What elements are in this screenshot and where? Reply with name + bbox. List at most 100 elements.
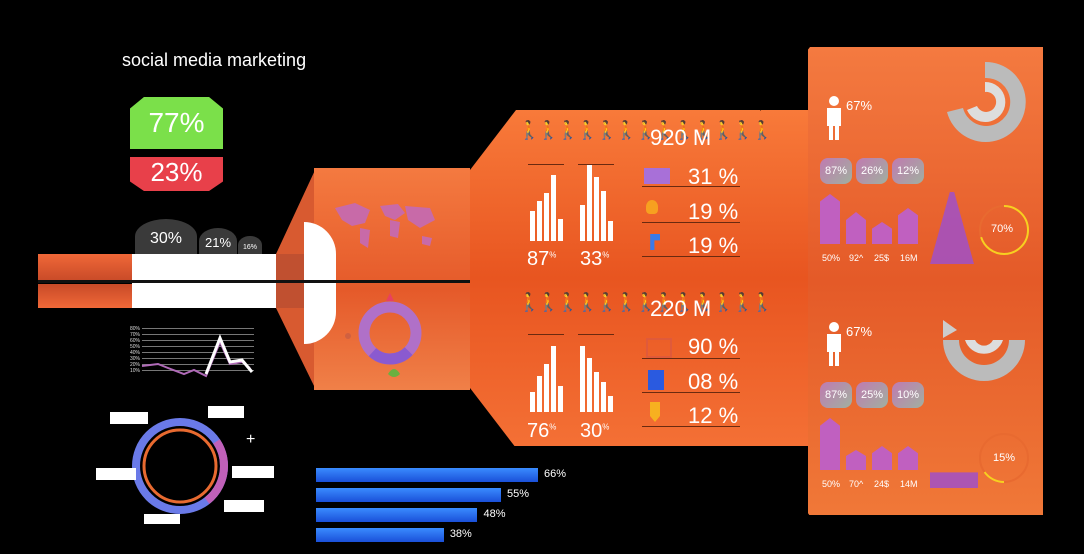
- bar-label-top-4: 16M: [900, 253, 918, 263]
- bar-group-top-1: [530, 175, 564, 241]
- bar-group-top-line-2: [578, 164, 614, 165]
- grid-line: [142, 364, 254, 365]
- people-icon-row: 🚶🚶🚶🚶🚶🚶🚶🚶🚶🚶🚶🚶🚶: [518, 120, 773, 140]
- dome-stat-2: 21%: [199, 228, 237, 254]
- tile-top-3: 12%: [892, 158, 924, 184]
- tv-icon: [646, 338, 672, 358]
- house-bar-top-3: [872, 222, 892, 244]
- row-value-bottom-1: 90 %: [688, 334, 739, 359]
- row-value-top-2: 19 %: [688, 199, 739, 224]
- envelope-icon: [644, 168, 670, 184]
- grid-line: [142, 370, 254, 371]
- row-value-bottom-3: 12 %: [688, 403, 739, 428]
- tick-label: 60%: [130, 338, 141, 344]
- svg-text:+: +: [246, 431, 255, 448]
- row-line-top-2: [642, 222, 740, 223]
- tile-top-1: 87%: [820, 158, 852, 184]
- bar-group-bottom-line-2: [578, 334, 614, 335]
- radial-chart-top-icon: [947, 61, 1026, 142]
- bar-label-bottom-1: 50%: [822, 479, 841, 489]
- people-total-bottom: 220 M: [650, 296, 712, 321]
- right-slant-bottom: [760, 446, 810, 516]
- tick-label: 20%: [130, 362, 141, 368]
- bar-stat-top-1: 87%: [527, 248, 557, 270]
- grid-line: [142, 334, 254, 335]
- lightbulb-icon: [646, 200, 658, 214]
- gauge-top-value: 70%: [991, 223, 1014, 235]
- red-percent-badge: 23%: [130, 157, 223, 191]
- right-slant-top: [760, 47, 810, 111]
- house-bar-top-1: [820, 194, 840, 244]
- row-line-top-3: [642, 256, 740, 257]
- hbar-label: 66%: [544, 468, 567, 480]
- bar-stat-bottom-2: 30%: [580, 420, 610, 442]
- tick-label: 80%: [130, 326, 141, 332]
- people-icon-row-bottom: 🚶🚶🚶🚶🚶🚶🚶🚶🚶🚶🚶🚶🚶: [518, 292, 773, 312]
- row-line-bottom-1: [642, 358, 740, 359]
- gauge-top: [979, 205, 1029, 255]
- hbar: [316, 508, 478, 522]
- bar-group-top-2: [580, 165, 614, 241]
- tile-top-2: 26%: [856, 158, 888, 184]
- person-icon: [827, 96, 841, 140]
- bar-stat-bottom-1: 76%: [527, 420, 557, 442]
- hbar: [316, 528, 444, 542]
- ring-diagram: +: [96, 406, 274, 524]
- hbar-label: 38%: [449, 528, 472, 540]
- house-bar-top-4: [898, 208, 918, 244]
- grid-line: [142, 340, 254, 341]
- row-line-bottom-2: [642, 392, 740, 393]
- bar-label-top-1: 50%: [822, 253, 841, 263]
- bar-group-top-line-1: [528, 164, 564, 165]
- row-value-top-1: 31 %: [688, 164, 739, 189]
- row-line-bottom-3: [642, 426, 740, 427]
- tick-label: 30%: [130, 356, 141, 362]
- bar-label-top-2: 92^: [849, 253, 864, 263]
- tick-label: 40%: [130, 350, 141, 356]
- house-bar-bottom-4: [898, 446, 918, 470]
- funnel-white-half-circle: [304, 222, 336, 344]
- grid-line: [142, 352, 254, 353]
- grid-line: [142, 358, 254, 359]
- house-bar-top-2: [846, 212, 866, 244]
- tile-bottom-2: 25%: [856, 382, 888, 408]
- fuel-can-icon: [648, 370, 664, 390]
- row-line-top-1: [642, 186, 740, 187]
- gauge-bottom: [979, 433, 1029, 483]
- page-title: social media marketing: [122, 50, 307, 70]
- line-chart: 80% 70% 60% 50% 40% 30% 20% 10%: [128, 326, 256, 380]
- gauge-bottom-value: 15%: [993, 452, 1016, 464]
- row-value-top-3: 19 %: [688, 233, 739, 258]
- hbar-label: 48%: [483, 508, 506, 520]
- hbar-label: 55%: [507, 488, 530, 500]
- people-group-icon: [930, 472, 978, 488]
- tile-bottom-3: 10%: [892, 382, 924, 408]
- world-map-icon: [335, 203, 435, 248]
- bar-label-bottom-2: 70^: [849, 479, 864, 489]
- dome-stat-1: 30%: [135, 219, 197, 254]
- hbar: [316, 488, 501, 502]
- people-total-top: 920 M: [650, 125, 712, 150]
- person-percent-bottom: 67%: [846, 324, 873, 339]
- brush-icon: [650, 402, 660, 422]
- center-panel: [470, 110, 810, 446]
- tick-label: 10%: [130, 368, 141, 374]
- house-bar-bottom-1: [820, 418, 840, 470]
- bar-stat-top-2: 33%: [580, 248, 610, 270]
- tick-label: 50%: [130, 344, 141, 350]
- radial-chart-bottom-icon: [943, 320, 1025, 381]
- person-icon-bottom: [827, 322, 841, 366]
- row-value-bottom-2: 08 %: [688, 369, 739, 394]
- grid-line: [142, 328, 254, 329]
- bar-label-top-3: 25$: [874, 253, 890, 263]
- grid-line: [142, 346, 254, 347]
- bar-group-bottom-line-1: [528, 334, 564, 335]
- person-percent-top: 67%: [846, 98, 873, 113]
- tick-label: 70%: [130, 332, 141, 338]
- bar-label-bottom-3: 24$: [874, 479, 890, 489]
- green-percent-badge: 77%: [130, 97, 223, 149]
- house-bar-bottom-3: [872, 446, 892, 470]
- hbar: [316, 468, 538, 482]
- bar-label-bottom-4: 14M: [900, 479, 918, 489]
- tile-bottom-1: 87%: [820, 382, 852, 408]
